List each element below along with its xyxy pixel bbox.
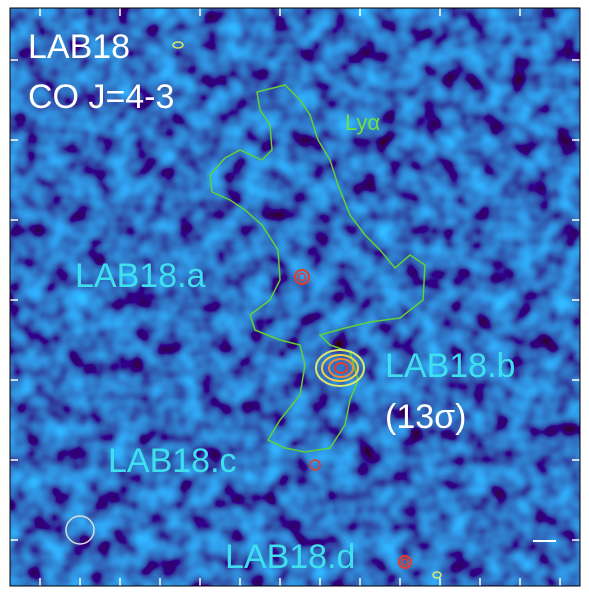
source-label: LAB18.a — [75, 257, 206, 295]
figure: LAB18 CO J=4-3 Lyα LAB18.a LAB18.b (13σ)… — [0, 0, 589, 596]
source-label: LAB18.c — [108, 442, 237, 480]
source-label: LAB18.b — [385, 347, 515, 385]
source-note: (13σ) — [385, 398, 466, 436]
title: LAB18 — [28, 28, 130, 66]
lya-label: Lyα — [345, 110, 380, 135]
line-label: CO J=4-3 — [28, 78, 174, 116]
source-label: LAB18.d — [225, 538, 355, 576]
